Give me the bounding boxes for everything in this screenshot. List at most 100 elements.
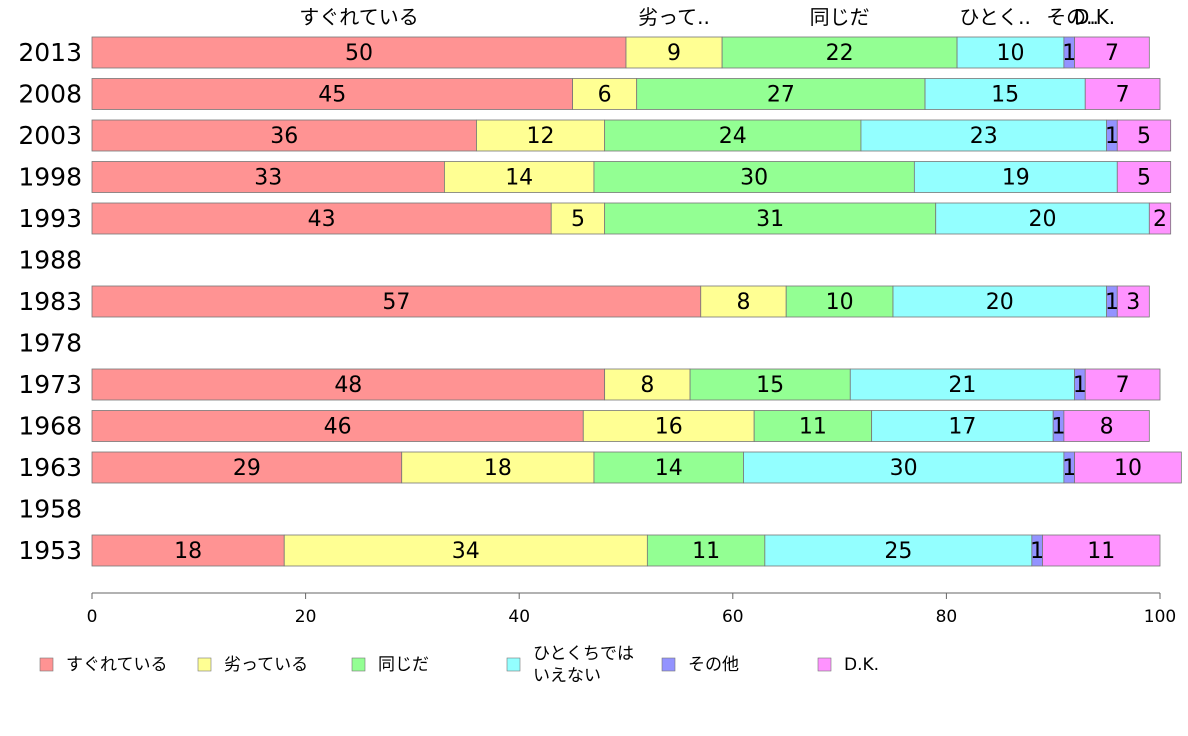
data-label: 27: [767, 83, 795, 108]
bar-segment: [604, 119, 862, 152]
bar-segment: [1148, 202, 1172, 235]
legend-swatch: [351, 657, 366, 672]
year-label: 1958: [18, 495, 82, 524]
bar-segment: [924, 78, 1086, 110]
bar-segment: [550, 202, 606, 235]
x-tick-label: 0: [87, 607, 98, 627]
data-label: 34: [452, 539, 480, 564]
bar-segment: [91, 78, 574, 110]
bar-segment: [1116, 161, 1172, 193]
data-label: 16: [655, 415, 683, 440]
data-label: 14: [505, 166, 533, 191]
bar-segment: [444, 161, 595, 193]
bar-segment: [689, 368, 851, 401]
bar-segment: [91, 285, 702, 318]
data-label: 17: [948, 415, 976, 440]
bar-segment: [91, 368, 606, 401]
data-label: 1: [1105, 290, 1119, 315]
bar-segment: [582, 410, 755, 442]
x-tick-label: 60: [722, 607, 744, 627]
data-label: 29: [233, 456, 261, 481]
legend-label: 同じだ: [378, 655, 429, 675]
bar-segment: [860, 119, 1108, 152]
bar-segment: [91, 534, 285, 567]
bar-segment: [871, 410, 1054, 442]
bar-segment: [1116, 285, 1150, 318]
data-label: 7: [1105, 41, 1119, 66]
legend-label: すぐれている: [66, 655, 168, 675]
legend-label: いえない: [533, 666, 601, 686]
bar-segment: [764, 534, 1033, 567]
data-label: 3: [1126, 290, 1140, 315]
year-label: 2013: [18, 38, 82, 67]
data-label: 23: [970, 124, 998, 149]
year-label: 2003: [18, 121, 82, 150]
top-series-label: 同じだ: [810, 5, 870, 29]
data-label: 21: [948, 373, 976, 398]
top-series-label: すぐれている: [299, 5, 418, 29]
data-label: 11: [1087, 539, 1115, 564]
data-label: 5: [1137, 166, 1151, 191]
bar-segment: [913, 161, 1118, 193]
data-label: 30: [890, 456, 918, 481]
year-label: 1978: [18, 329, 82, 358]
bar-segment: [91, 410, 584, 442]
data-label: 1: [1052, 415, 1066, 440]
data-label: 9: [667, 41, 681, 66]
bar-segment: [283, 534, 648, 567]
data-label: 45: [318, 83, 346, 108]
data-label: 46: [324, 415, 352, 440]
data-label: 20: [1029, 207, 1057, 232]
data-label: 1: [1062, 41, 1076, 66]
bar-segment: [593, 451, 744, 484]
data-label: 6: [598, 83, 612, 108]
legend-swatch: [661, 657, 676, 672]
data-label: 15: [991, 83, 1019, 108]
bar-segment: [1063, 410, 1150, 442]
data-label: 1: [1073, 373, 1087, 398]
data-label: 57: [382, 290, 410, 315]
data-label: 10: [1114, 456, 1142, 481]
data-label: 18: [174, 539, 202, 564]
x-tick-label: 40: [508, 607, 530, 627]
legend-label: ひとくちでは: [533, 644, 634, 664]
bar-segment: [604, 368, 691, 401]
legend-swatch: [506, 657, 521, 672]
bar-segment: [91, 161, 445, 193]
bar-segment: [636, 78, 926, 110]
year-label: 1983: [18, 287, 82, 316]
bar-segment: [625, 36, 723, 69]
bar-segment: [1042, 534, 1161, 567]
data-label: 11: [799, 415, 827, 440]
bar-segment: [1074, 36, 1150, 69]
data-label: 10: [826, 290, 854, 315]
legend-swatch: [817, 657, 832, 672]
x-tick-label: 100: [1144, 607, 1176, 627]
bar-segment: [91, 36, 627, 69]
bar-segment: [604, 202, 937, 235]
year-label: 1963: [18, 453, 82, 482]
year-label: 1998: [18, 163, 82, 192]
year-label: 1968: [18, 412, 82, 441]
bar-segment: [91, 119, 477, 152]
data-label: 24: [719, 124, 747, 149]
data-label: 1: [1030, 539, 1044, 564]
data-label: 11: [692, 539, 720, 564]
data-label: 8: [736, 290, 750, 315]
legend-swatch: [197, 657, 212, 672]
legend-label: D.K.: [844, 655, 879, 675]
data-label: 36: [270, 124, 298, 149]
legend-label: 劣っている: [224, 655, 308, 675]
bar-segment: [1084, 78, 1161, 110]
bar-segment: [743, 451, 1065, 484]
bar-segment: [593, 161, 915, 193]
data-label: 7: [1116, 373, 1130, 398]
top-series-label: ひとく..: [959, 5, 1031, 29]
legend-label: その他: [688, 655, 739, 675]
top-series-label: その..: [1046, 5, 1099, 29]
bar-segment: [401, 451, 595, 484]
legend-swatch: [39, 657, 54, 672]
year-label: 2008: [18, 80, 82, 109]
data-label: 22: [826, 41, 854, 66]
